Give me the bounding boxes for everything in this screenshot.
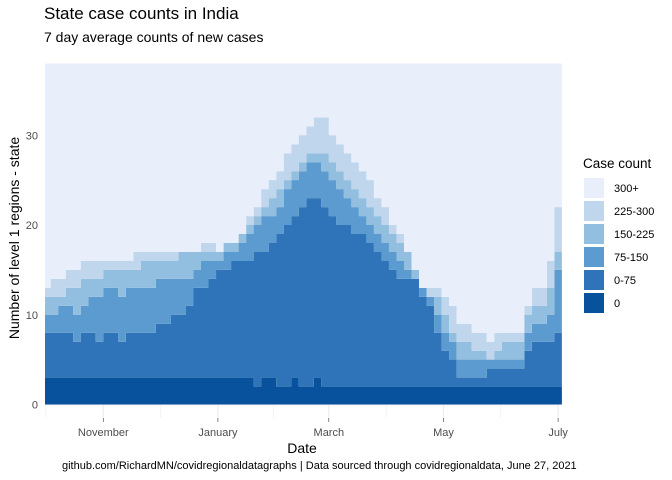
y-tick-label: 0 (32, 400, 38, 412)
legend-label: 225-300 (614, 206, 654, 218)
x-axis-title: Date (287, 440, 317, 456)
y-tick-label: 20 (26, 220, 38, 232)
y-tick-label: 10 (26, 310, 38, 322)
area-band-225-300 (45, 117, 562, 360)
x-tick-label: January (198, 427, 238, 439)
legend-label: 300+ (614, 183, 639, 195)
legend-title: Case count (583, 156, 652, 171)
x-tick-label: March (314, 427, 345, 439)
area-band-0 (45, 377, 562, 405)
chart-caption: github.com/RichardMN/covidregionaldatagr… (62, 460, 577, 472)
x-tick-label: May (433, 427, 454, 439)
x-tick-label: July (548, 427, 568, 439)
area-band-0-75 (45, 198, 562, 387)
chart-subtitle: 7 day average counts of new cases (44, 29, 264, 45)
legend: Case count 300+ 225-300 150-225 75-150 0-75 0 (583, 156, 654, 313)
legend-key-150-225 (584, 224, 604, 244)
chart-title: State case counts in India (44, 4, 239, 23)
area-band-75-150 (45, 162, 562, 378)
y-axis-title: Number of level 1 regions - state (6, 137, 22, 340)
area-layer (45, 63, 562, 405)
x-tick-label: November (78, 427, 129, 439)
legend-key-0 (584, 293, 604, 313)
axis-layer: Date Number of level 1 regions - state N… (6, 130, 568, 456)
legend-key-225-300 (584, 201, 604, 221)
legend-label: 0 (614, 298, 620, 310)
legend-key-300- (584, 178, 604, 198)
legend-key-75-150 (584, 247, 604, 267)
legend-key-0-75 (584, 270, 604, 290)
y-tick-label: 30 (26, 130, 38, 142)
area-band-300- (45, 63, 562, 342)
legend-label: 0-75 (614, 275, 636, 287)
legend-label: 75-150 (614, 252, 648, 264)
legend-label: 150-225 (614, 229, 654, 241)
